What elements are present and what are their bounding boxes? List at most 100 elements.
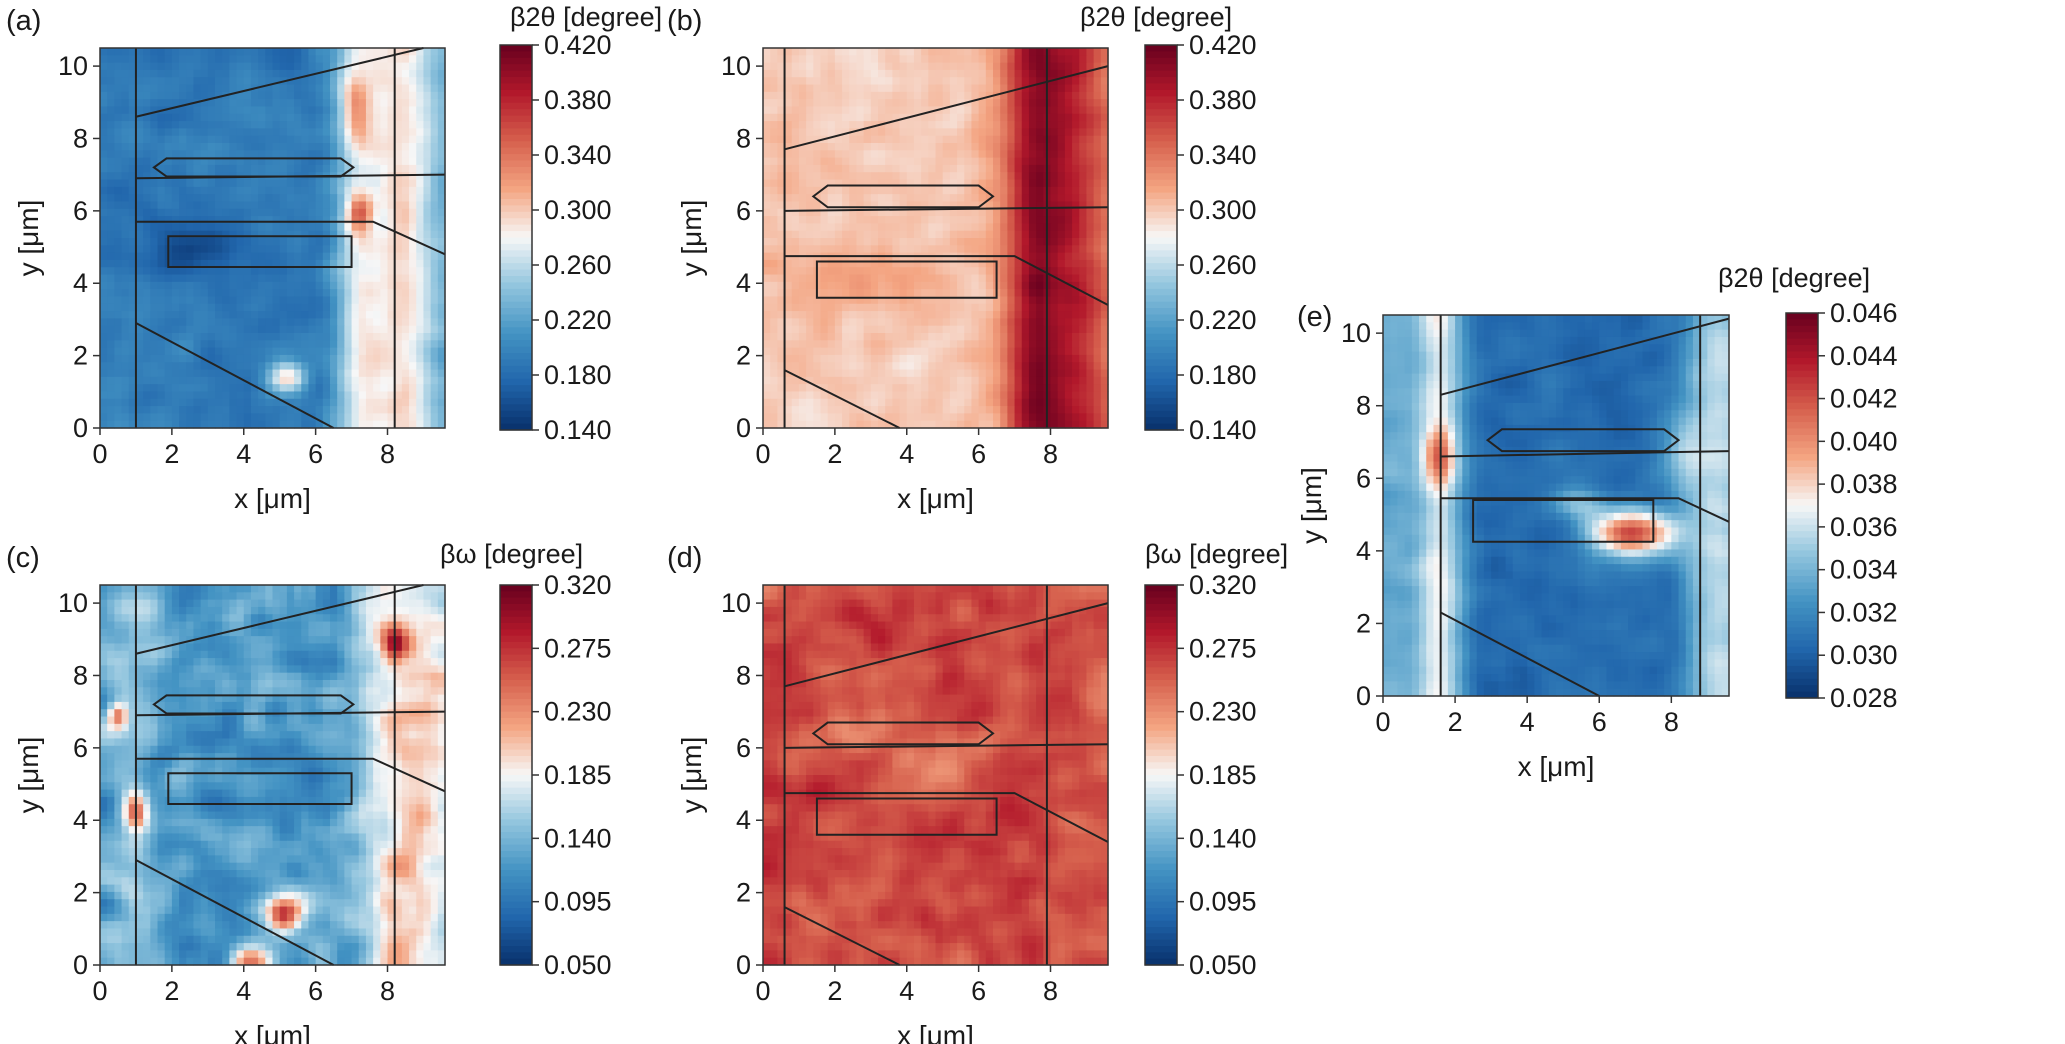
heatmap-cell: [437, 384, 446, 393]
heatmap-cell: [128, 391, 137, 400]
heatmap-cell: [813, 362, 822, 371]
heatmap-cell: [423, 201, 432, 210]
heatmap-cell: [150, 245, 159, 254]
heatmap-cell: [971, 281, 980, 290]
heatmap-cell: [885, 106, 893, 115]
heatmap-cell: [791, 347, 800, 356]
heatmap-cell: [150, 384, 159, 393]
heatmap-cell: [337, 186, 345, 195]
heatmap-cell: [344, 201, 353, 210]
heatmap-cell: [121, 369, 130, 378]
heatmap-cell: [921, 369, 929, 378]
heatmap-cell: [250, 121, 259, 129]
heatmap-cell: [186, 186, 195, 195]
heatmap-cell: [437, 281, 446, 290]
heatmap-cell: [344, 333, 353, 341]
heatmap-cell: [128, 420, 137, 429]
heatmap-cell: [978, 84, 987, 93]
heatmap-cell: [128, 406, 137, 414]
heatmap-cell: [279, 62, 288, 71]
heatmap-cell: [243, 406, 252, 414]
heatmap-cell: [135, 216, 144, 224]
heatmap-cell: [358, 216, 367, 224]
heatmap-cell: [164, 398, 173, 407]
heatmap-cell: [401, 179, 410, 188]
heatmap-cell: [107, 347, 115, 356]
heatmap-cell: [265, 259, 274, 268]
heatmap-cell: [236, 69, 245, 78]
heatmap-cell: [985, 281, 994, 290]
heatmap-cell: [1057, 143, 1066, 151]
heatmap-cell: [849, 296, 858, 305]
heatmap-cell: [315, 289, 324, 298]
heatmap-cell: [157, 245, 166, 254]
heatmap-cell: [1057, 259, 1066, 268]
heatmap-cell: [380, 376, 389, 385]
heatmap-cell: [193, 55, 202, 64]
heatmap-cell: [121, 135, 130, 144]
heatmap-cell: [1100, 48, 1109, 56]
heatmap-cell: [308, 303, 317, 312]
heatmap-cell: [791, 179, 800, 188]
heatmap-cell: [1100, 362, 1109, 371]
heatmap-cell: [179, 420, 187, 429]
heatmap-cell: [1086, 340, 1095, 349]
heatmap-cell: [777, 252, 786, 261]
heatmap-cell: [870, 201, 879, 210]
heatmap-cell: [409, 296, 417, 305]
heatmap-cell: [301, 201, 310, 210]
heatmap-cell: [813, 238, 822, 246]
heatmap-cell: [798, 113, 807, 122]
heatmap-cell: [337, 208, 345, 217]
heatmap-cell: [770, 186, 778, 195]
heatmap-cell: [437, 121, 446, 129]
heatmap-cell: [401, 106, 410, 115]
heatmap-cell: [784, 91, 793, 100]
heatmap-cell: [935, 303, 944, 312]
heatmap-cell: [870, 406, 879, 414]
colorbar: 0.4200.3800.3400.3000.2600.2200.1800.140…: [499, 2, 662, 445]
heatmap-cell: [250, 252, 259, 261]
heatmap-cell: [423, 347, 432, 356]
heatmap-cell: [171, 194, 180, 203]
heatmap-cell: [957, 55, 965, 64]
heatmap-cell: [1007, 311, 1016, 319]
heatmap-cell: [870, 128, 879, 137]
heatmap-cell: [906, 230, 915, 239]
heatmap-cell: [949, 157, 958, 166]
y-axis-title: y [μm]: [13, 200, 44, 277]
heatmap-cell: [409, 55, 417, 64]
heatmap-cell: [885, 289, 893, 298]
heatmap-cell: [265, 376, 274, 385]
heatmap-cell: [813, 106, 822, 115]
heatmap-cell: [906, 259, 915, 268]
heatmap-cell: [416, 311, 425, 319]
heatmap-cell: [957, 311, 965, 319]
heatmap-cell: [1014, 48, 1023, 56]
heatmap-cell: [107, 194, 115, 203]
heatmap-cell: [820, 281, 829, 290]
heatmap-cell: [878, 69, 886, 78]
heatmap-cell: [885, 48, 893, 56]
heatmap-cell: [777, 113, 786, 122]
heatmap-cell: [171, 62, 180, 71]
heatmap-cell: [114, 55, 123, 64]
heatmap-cell: [258, 157, 266, 166]
heatmap-cell: [416, 362, 425, 371]
heatmap-cell: [971, 201, 980, 210]
heatmap-cell: [330, 186, 338, 195]
heatmap-cell: [337, 179, 345, 188]
colorbar-swatch: [500, 423, 532, 431]
heatmap-cell: [899, 48, 908, 56]
heatmap-cell: [100, 376, 108, 385]
heatmap-cell: [171, 179, 180, 188]
heatmap-cell: [849, 84, 858, 93]
heatmap-cell: [770, 267, 778, 276]
heatmap-cell: [193, 259, 202, 268]
heatmap-cell: [107, 201, 115, 210]
heatmap-cell: [143, 238, 151, 246]
heatmap-cell: [286, 77, 295, 86]
heatmap-cell: [107, 281, 115, 290]
heatmap-cell: [870, 48, 879, 56]
heatmap-cell: [1028, 99, 1037, 108]
